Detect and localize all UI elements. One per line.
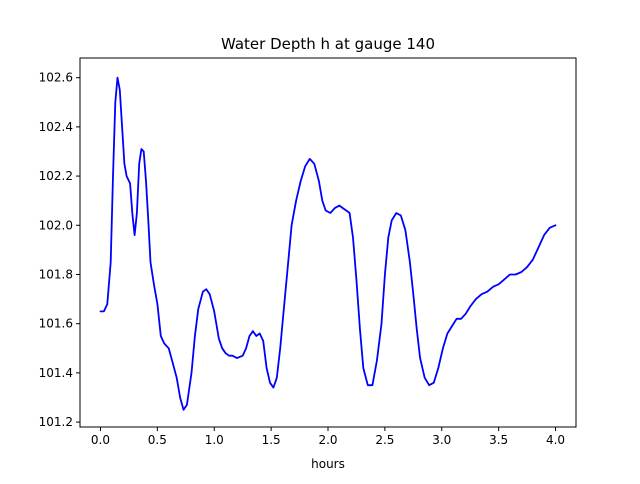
y-tick-label: 102.6 [39,71,73,85]
x-tick-label: 4.0 [546,433,565,447]
x-axis-label: hours [311,457,345,471]
y-tick-label: 101.4 [39,366,73,380]
x-tick-label: 1.0 [205,433,224,447]
y-tick-label: 102.0 [39,218,73,232]
chart-title: Water Depth h at gauge 140 [221,35,435,53]
data-line-series-0 [99,76,557,411]
y-tick-label: 101.8 [39,267,73,281]
y-tick-label: 101.2 [39,415,73,429]
x-tick-label: 0.5 [148,433,167,447]
x-tick-label: 0.0 [91,433,110,447]
x-tick-label: 3.5 [489,433,508,447]
y-tick-label: 102.4 [39,120,73,134]
x-tick-label: 1.5 [262,433,281,447]
x-tick-label: 2.0 [318,433,337,447]
y-tick-label: 102.2 [39,169,73,183]
y-tick-label: 101.6 [39,317,73,331]
plot-area: 0.0 0.5 1.0 1.5 2.0 2.5 3.0 3.5 4.0 101.2 101.4 101… [39,57,577,447]
x-tick-label: 3.0 [432,433,451,447]
x-tick-label: 2.5 [375,433,394,447]
